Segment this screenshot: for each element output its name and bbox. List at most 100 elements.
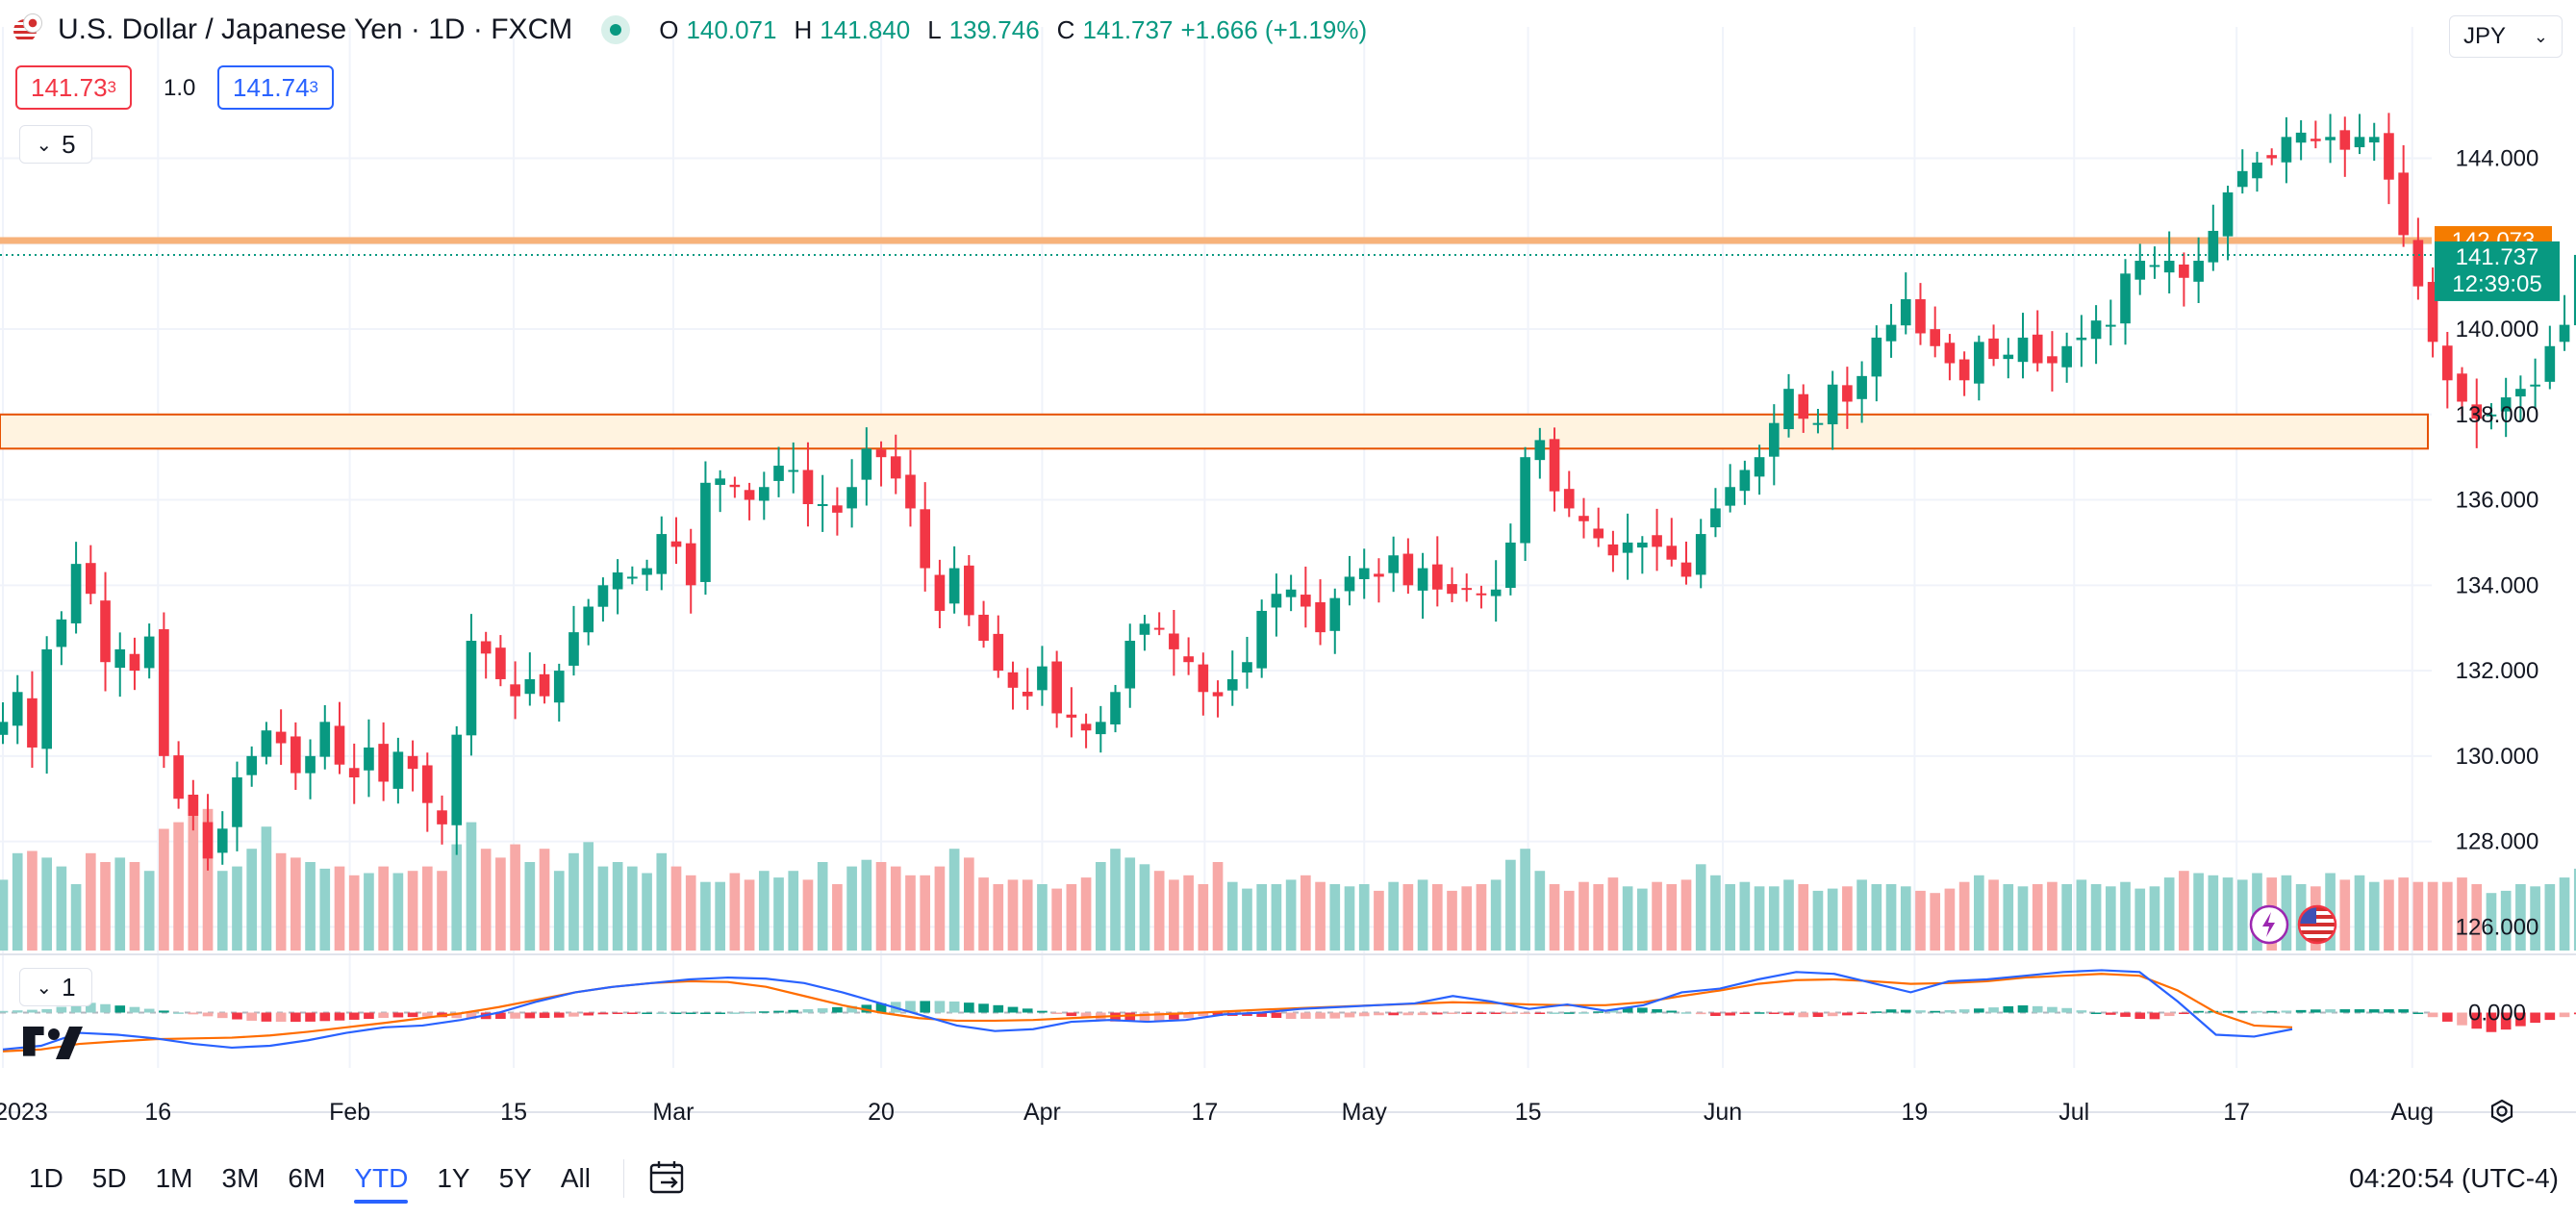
candle-body [1578, 516, 1589, 521]
last-price-tag [2435, 241, 2560, 301]
volume-bar [597, 866, 609, 951]
timeframe-5y[interactable]: 5Y [498, 1163, 532, 1193]
timeframe-1y[interactable]: 1Y [437, 1163, 470, 1193]
macd-histogram-bar [2457, 1012, 2467, 1026]
macd-histogram-bar [392, 1012, 404, 1018]
volume-bar [348, 875, 360, 951]
candle-body [1988, 338, 1999, 360]
buy-button[interactable]: 141.74 3 [217, 65, 334, 110]
macd-histogram-bar [1944, 1009, 1956, 1013]
timeframe-1m[interactable]: 1M [155, 1163, 193, 1193]
macd-histogram-bar [948, 1001, 960, 1013]
macd-histogram-bar [1593, 1011, 1604, 1013]
currency-select[interactable]: JPY ⌄ [2449, 15, 2563, 58]
candle-body [1315, 602, 1326, 633]
macd-histogram-bar [495, 1012, 506, 1019]
volume-bar [2530, 886, 2540, 951]
sell-price-pip: 3 [107, 78, 116, 96]
timeframe-1d[interactable]: 1D [29, 1163, 63, 1193]
macd-histogram-bar [2163, 1012, 2175, 1017]
macd-histogram-bar [2222, 1010, 2234, 1013]
volume-bar [2457, 877, 2467, 951]
volume-bar [568, 852, 579, 951]
volume-bar [2398, 877, 2409, 951]
macd-histogram-bar [143, 1008, 155, 1013]
time-axis-label: 20 [868, 1099, 895, 1126]
time-axis-label: Jun [1704, 1099, 1742, 1126]
macd-histogram-bar [656, 1012, 668, 1014]
macd-histogram-bar [2090, 1012, 2102, 1014]
candle-body [861, 448, 872, 480]
volume-bar [1388, 881, 1399, 951]
volume-bar [1652, 881, 1662, 951]
price-axis-label: 128.000 [2456, 829, 2539, 855]
macd-histogram-bar [2427, 1012, 2438, 1018]
macd-histogram-bar [378, 1012, 389, 1019]
candle-body [2120, 273, 2131, 324]
macd-histogram-bar [846, 1005, 857, 1013]
candle-body [1798, 393, 1809, 419]
candle-body [685, 543, 696, 586]
macd-histogram-bar [729, 1012, 741, 1014]
volume-bar [290, 857, 301, 951]
clock-timezone[interactable]: 04:20:54 (UTC-4) [2349, 1163, 2559, 1193]
volume-bar [2003, 884, 2014, 951]
timeframe-ytd[interactable]: YTD [354, 1163, 409, 1204]
sell-price: 141.73 [31, 72, 108, 102]
timeframe-6m[interactable]: 6M [288, 1163, 326, 1193]
candle-body [188, 794, 199, 816]
lightning-icon[interactable] [2249, 904, 2289, 945]
volume-bar [2149, 886, 2160, 951]
timeframe-3m[interactable]: 3M [221, 1163, 260, 1193]
macd-histogram-bar [1958, 1009, 1970, 1013]
macd-histogram-bar [348, 1012, 360, 1020]
volume-bar [2179, 871, 2189, 951]
volume-bar [1958, 881, 1970, 951]
volume-bar [2354, 875, 2365, 951]
timeframe-5d[interactable]: 5D [91, 1163, 127, 1193]
macd-histogram-bar [627, 1012, 638, 1014]
indicators-collapse-button[interactable]: ⌄ 5 [19, 125, 92, 164]
settings-gear-icon[interactable] [2486, 1095, 2518, 1128]
candle-body [2339, 130, 2351, 150]
calendar-range-icon[interactable] [647, 1159, 690, 1198]
timeframe-all[interactable]: All [560, 1163, 591, 1193]
symbol-title[interactable]: U.S. Dollar / Japanese Yen · 1D · FXCM [58, 13, 573, 45]
quantity-value[interactable]: 1.0 [164, 75, 196, 101]
currency-value: JPY [2463, 23, 2507, 49]
tradingview-logo-icon[interactable] [23, 1026, 83, 1069]
macd-histogram-bar [2149, 1012, 2160, 1020]
candle-body [290, 736, 301, 774]
macd-histogram-bar [232, 1012, 242, 1020]
macd-histogram-bar [2339, 1009, 2351, 1013]
macd-histogram-bar [1827, 1012, 1838, 1017]
sell-button[interactable]: 141.73 3 [15, 65, 132, 110]
candle-body [1198, 664, 1209, 693]
candle-body [2252, 162, 2262, 179]
us-flag-event-icon[interactable] [2297, 904, 2337, 945]
macd-histogram-bar [1461, 1012, 1473, 1014]
volume-bar [642, 873, 652, 951]
candle-body [2281, 137, 2292, 163]
volume-bar [275, 852, 287, 951]
volume-bar [2368, 881, 2380, 951]
volume-bar [539, 849, 550, 951]
volume-bar [1110, 849, 1121, 951]
candle-body [2266, 155, 2278, 159]
macd-histogram-bar [1022, 1008, 1033, 1013]
macd-histogram-bar [1871, 1011, 1882, 1013]
volume-bar [334, 866, 345, 951]
macd-count: 1 [62, 972, 76, 1002]
volume-bars [0, 796, 2576, 951]
market-open-icon [601, 15, 631, 44]
candle-body [700, 482, 711, 582]
macd-collapse-button[interactable]: ⌄ 1 [19, 968, 92, 1006]
candle-body [905, 474, 916, 509]
candle-body [275, 731, 287, 744]
candle-body [2047, 356, 2058, 364]
volume-bar [1490, 879, 1502, 951]
volume-bar [216, 871, 228, 951]
macd-histogram-bar [2061, 1007, 2072, 1013]
macd-histogram-bar [85, 1002, 96, 1013]
